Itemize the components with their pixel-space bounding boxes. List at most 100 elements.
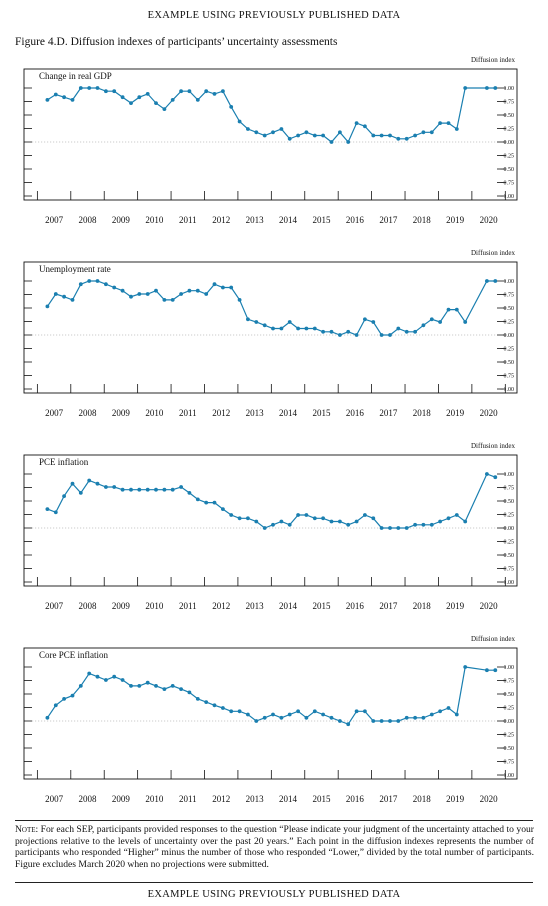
x-tick-label: 2018 bbox=[413, 601, 432, 611]
figure-title: Figure 4.D. Diffusion indexes of partici… bbox=[15, 36, 338, 48]
note-rule bbox=[15, 820, 533, 821]
data-point bbox=[312, 133, 317, 138]
x-tick-label: 2016 bbox=[346, 601, 365, 611]
page-footer: EXAMPLE USING PREVIOUSLY PUBLISHED DATA bbox=[147, 889, 401, 900]
y-tick-label: −0.50 bbox=[500, 360, 514, 366]
data-point bbox=[329, 519, 334, 524]
x-tick-label: 2014 bbox=[279, 601, 298, 611]
data-point bbox=[363, 124, 367, 129]
chart-panel-unemployment: Diffusion index Unemployment rate 1.00 0.75… bbox=[23, 249, 518, 418]
data-point bbox=[296, 326, 300, 331]
y-tick-label: 0.75 bbox=[504, 293, 515, 299]
data-point bbox=[485, 668, 489, 673]
data-point bbox=[413, 715, 417, 720]
data-point bbox=[329, 140, 334, 144]
x-tick-label: 2009 bbox=[112, 215, 131, 225]
x-tick-label: 2015 bbox=[312, 215, 331, 225]
x-tick-label: 2017 bbox=[379, 408, 398, 418]
data-point bbox=[271, 712, 275, 717]
data-point bbox=[70, 98, 75, 102]
data-point bbox=[162, 487, 167, 492]
data-point bbox=[53, 510, 58, 515]
data-point bbox=[413, 522, 417, 527]
y-tick-label: 0.50 bbox=[504, 499, 515, 505]
data-point bbox=[221, 507, 225, 511]
data-point bbox=[62, 697, 66, 701]
data-point bbox=[95, 279, 100, 283]
data-point bbox=[271, 130, 275, 135]
data-point bbox=[237, 298, 242, 302]
chart-panel-gdp: Diffusion index Change in real GDP 1.00 0.7… bbox=[23, 56, 518, 225]
data-point bbox=[195, 697, 200, 701]
data-point bbox=[388, 526, 392, 530]
data-point bbox=[354, 709, 359, 714]
data-point bbox=[296, 133, 300, 138]
x-tick-label: 2010 bbox=[145, 408, 164, 418]
data-point bbox=[312, 326, 317, 331]
x-tick-label: 2007 bbox=[45, 408, 64, 418]
data-point bbox=[388, 333, 392, 337]
y-tick-label: −0.25 bbox=[500, 540, 514, 546]
y-tick-label: −0.75 bbox=[500, 374, 514, 380]
y-tick-label: −0.75 bbox=[500, 567, 514, 573]
data-point bbox=[287, 712, 292, 717]
y-tick-label: −0.50 bbox=[500, 553, 514, 559]
data-point bbox=[279, 127, 284, 131]
x-tick-label: 2016 bbox=[346, 794, 365, 804]
data-point bbox=[246, 516, 250, 521]
data-point bbox=[262, 526, 267, 530]
y-tick-label: −0.50 bbox=[500, 167, 514, 173]
data-point bbox=[229, 709, 234, 714]
data-point bbox=[170, 98, 175, 102]
data-point bbox=[338, 519, 342, 524]
x-tick-label: 2018 bbox=[413, 408, 432, 418]
data-point bbox=[454, 307, 459, 312]
data-point bbox=[421, 130, 426, 135]
data-point bbox=[413, 133, 417, 138]
x-tick-label: 2015 bbox=[312, 794, 331, 804]
data-point bbox=[454, 513, 459, 517]
data-point bbox=[396, 526, 401, 530]
data-point bbox=[346, 722, 351, 727]
data-point bbox=[304, 326, 309, 331]
y-tick-label: 1.00 bbox=[504, 472, 515, 478]
x-tick-label: 2017 bbox=[379, 215, 398, 225]
data-point bbox=[262, 715, 267, 720]
data-point bbox=[329, 715, 334, 720]
x-tick-label: 2011 bbox=[179, 794, 197, 804]
data-point bbox=[421, 323, 426, 328]
data-point bbox=[296, 709, 300, 714]
y-tick-label: 0.25 bbox=[504, 127, 515, 133]
data-point bbox=[212, 92, 217, 96]
data-point bbox=[120, 678, 125, 682]
data-point bbox=[53, 703, 58, 708]
x-tick-label: 2008 bbox=[79, 794, 98, 804]
x-tick-label: 2018 bbox=[413, 794, 432, 804]
x-tick-label: 2011 bbox=[179, 601, 197, 611]
data-point bbox=[262, 323, 267, 328]
y-tick-label: 0.00 bbox=[504, 719, 515, 725]
x-tick-label: 2010 bbox=[145, 215, 164, 225]
x-tick-label: 2013 bbox=[246, 408, 265, 418]
data-point bbox=[70, 481, 75, 486]
x-tick-label: 2013 bbox=[246, 601, 265, 611]
data-point bbox=[137, 684, 142, 688]
data-point bbox=[371, 320, 376, 324]
data-point bbox=[204, 292, 209, 296]
data-point bbox=[296, 513, 300, 517]
diffusion-index-label: Diffusion index bbox=[471, 56, 516, 64]
data-point bbox=[145, 92, 150, 96]
data-point bbox=[379, 526, 384, 530]
data-point bbox=[212, 282, 217, 287]
data-point bbox=[493, 86, 498, 90]
data-point bbox=[346, 140, 351, 144]
data-point bbox=[45, 715, 50, 720]
data-point bbox=[279, 715, 284, 720]
plot-frame bbox=[23, 261, 518, 394]
x-tick-label: 2016 bbox=[346, 408, 365, 418]
data-point bbox=[329, 329, 334, 334]
data-point bbox=[404, 329, 409, 334]
data-point bbox=[304, 715, 309, 720]
data-point bbox=[104, 89, 108, 94]
data-point bbox=[404, 136, 409, 141]
